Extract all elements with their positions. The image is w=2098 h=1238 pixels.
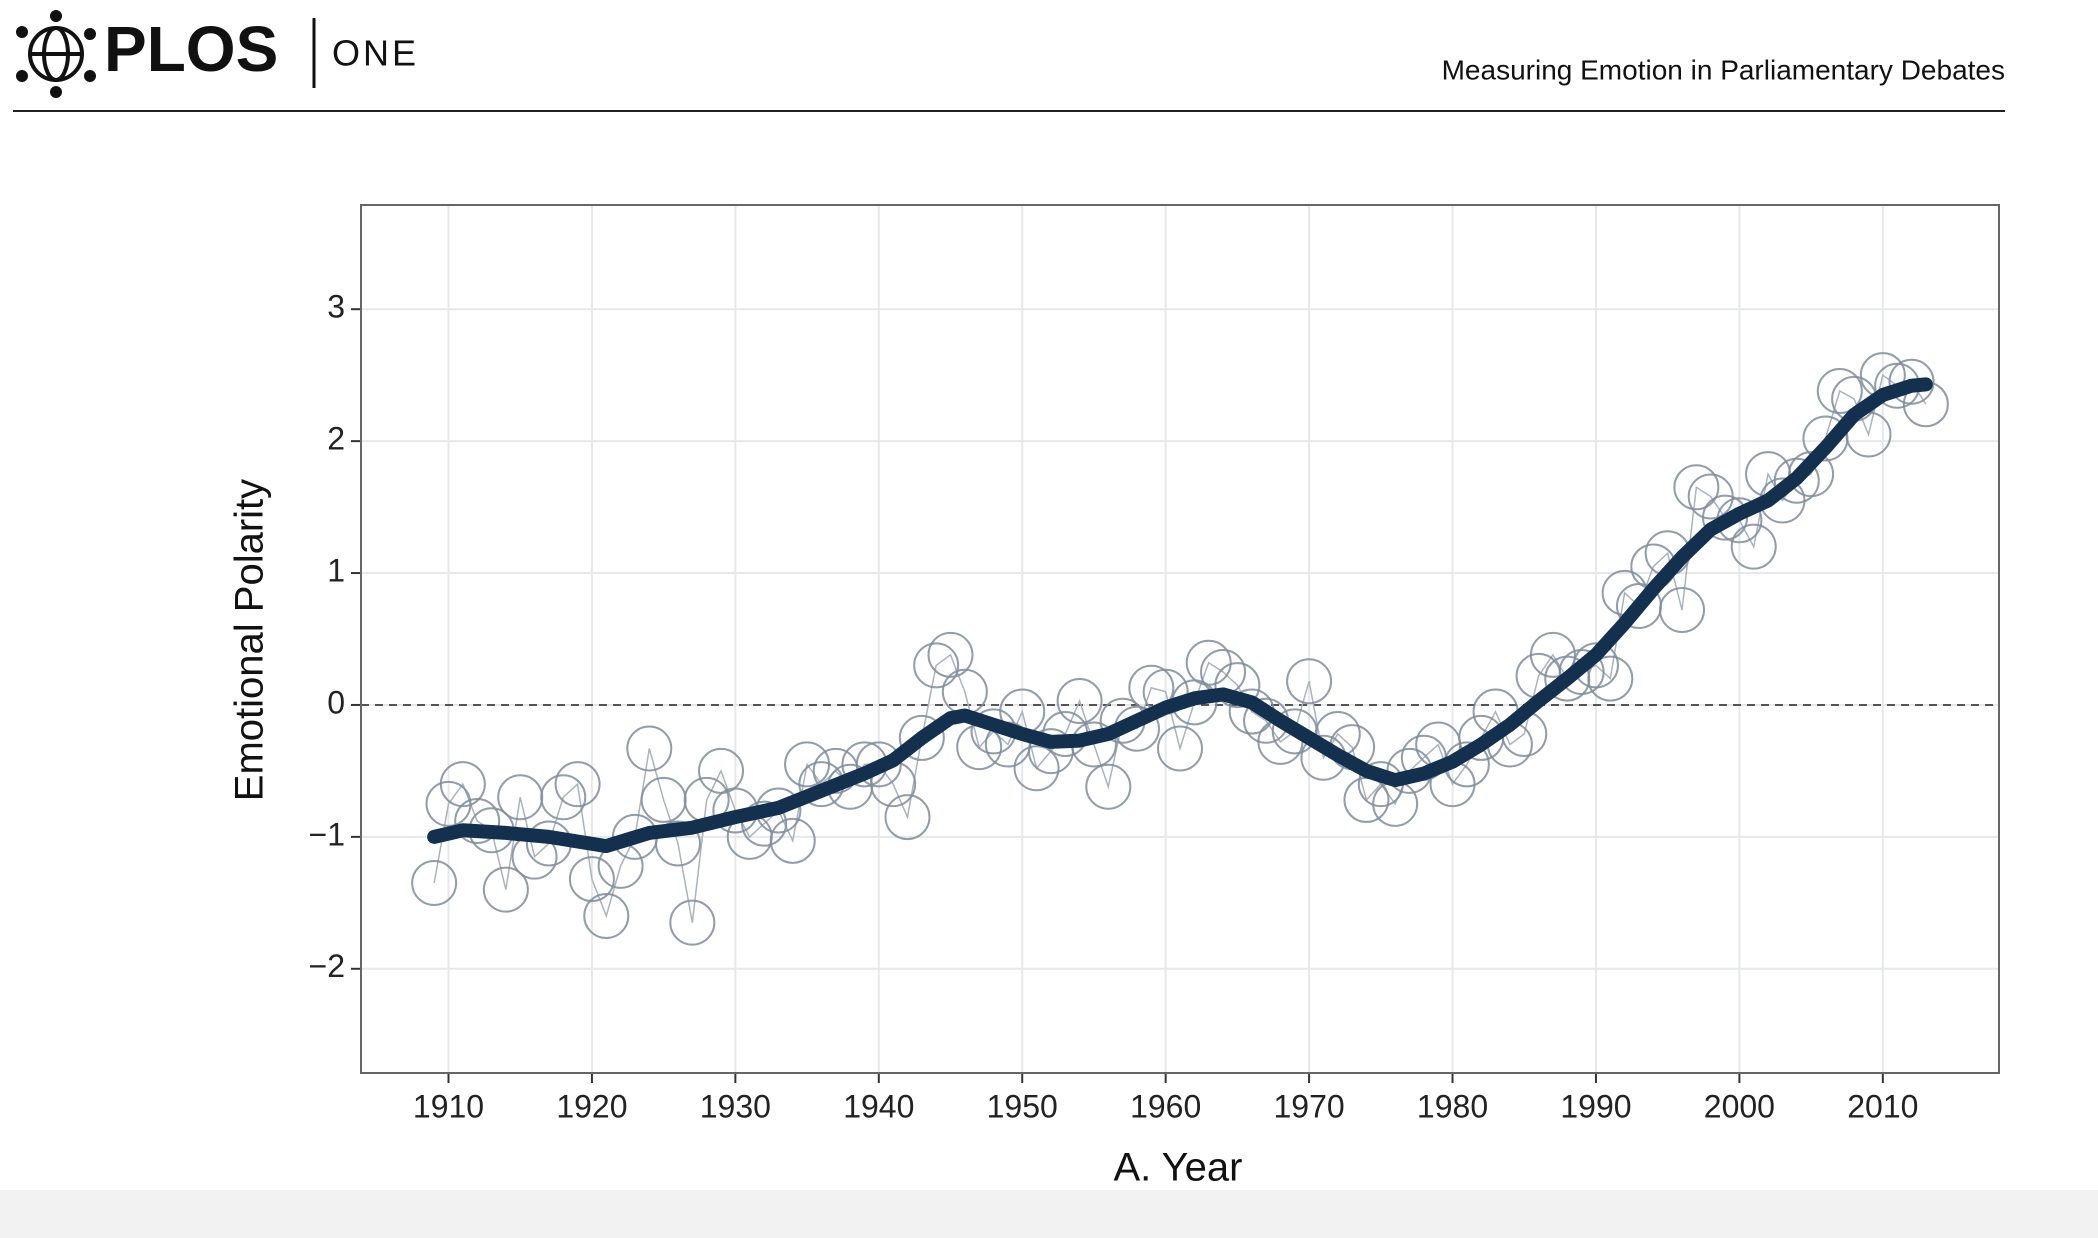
point bbox=[1157, 725, 1203, 772]
x-tick-label: 1930 bbox=[700, 1088, 771, 1124]
smooth-line bbox=[427, 377, 1933, 854]
point bbox=[1788, 451, 1835, 498]
running-title: Measuring Emotion in Parliamentary Debat… bbox=[1442, 54, 2005, 85]
journal-name: ONE bbox=[332, 33, 419, 74]
point bbox=[1185, 639, 1232, 686]
y-tick-label: 3 bbox=[327, 289, 345, 325]
point bbox=[1587, 655, 1634, 702]
point bbox=[1214, 662, 1261, 709]
point bbox=[1730, 523, 1777, 570]
x-tick-label: 1990 bbox=[1560, 1088, 1631, 1124]
point bbox=[669, 899, 716, 946]
x-tick-label: 1920 bbox=[556, 1088, 627, 1124]
y-tick-label: 1 bbox=[327, 552, 345, 588]
x-tick-label: 1980 bbox=[1417, 1088, 1488, 1124]
point bbox=[1659, 586, 1706, 633]
point bbox=[439, 761, 486, 808]
y-tick-label: 2 bbox=[327, 421, 345, 457]
point bbox=[626, 725, 673, 772]
x-tick-label: 1950 bbox=[987, 1088, 1058, 1124]
point bbox=[554, 761, 601, 808]
point bbox=[741, 800, 788, 847]
logo-text: PLOS bbox=[104, 13, 278, 85]
x-axis-title: A. Year bbox=[1113, 1146, 1242, 1190]
point bbox=[769, 817, 816, 864]
point bbox=[1816, 368, 1863, 414]
logo-icon bbox=[16, 10, 96, 98]
point bbox=[1673, 464, 1720, 511]
point bbox=[1529, 631, 1576, 678]
x-tick-label: 1960 bbox=[1130, 1088, 1201, 1124]
footer-band bbox=[0, 1190, 2098, 1238]
point bbox=[482, 866, 529, 913]
x-tick-label: 2010 bbox=[1847, 1088, 1918, 1124]
point bbox=[568, 856, 615, 903]
point bbox=[927, 631, 974, 678]
point bbox=[913, 642, 960, 689]
y-tick-label: −1 bbox=[309, 816, 345, 852]
x-tick-label: 2000 bbox=[1704, 1088, 1775, 1124]
y-axis-title: Emotional Polarity bbox=[228, 479, 272, 801]
plot-frame bbox=[360, 204, 2000, 1074]
point bbox=[411, 860, 458, 907]
connector-line bbox=[433, 373, 1927, 923]
point bbox=[1056, 678, 1103, 724]
y-tick-label: 0 bbox=[327, 684, 345, 720]
point bbox=[884, 794, 931, 841]
point bbox=[454, 798, 501, 845]
y-tick-label: −2 bbox=[309, 948, 345, 984]
point bbox=[654, 820, 701, 867]
point bbox=[1085, 763, 1132, 810]
x-tick-label: 1970 bbox=[1273, 1088, 1344, 1124]
point bbox=[1888, 358, 1935, 405]
point bbox=[898, 714, 945, 761]
point bbox=[540, 774, 587, 821]
x-tick-label: 1940 bbox=[843, 1088, 914, 1124]
x-tick-label: 1910 bbox=[413, 1088, 484, 1124]
point bbox=[1286, 658, 1333, 705]
point bbox=[1013, 745, 1060, 792]
point bbox=[583, 893, 630, 940]
